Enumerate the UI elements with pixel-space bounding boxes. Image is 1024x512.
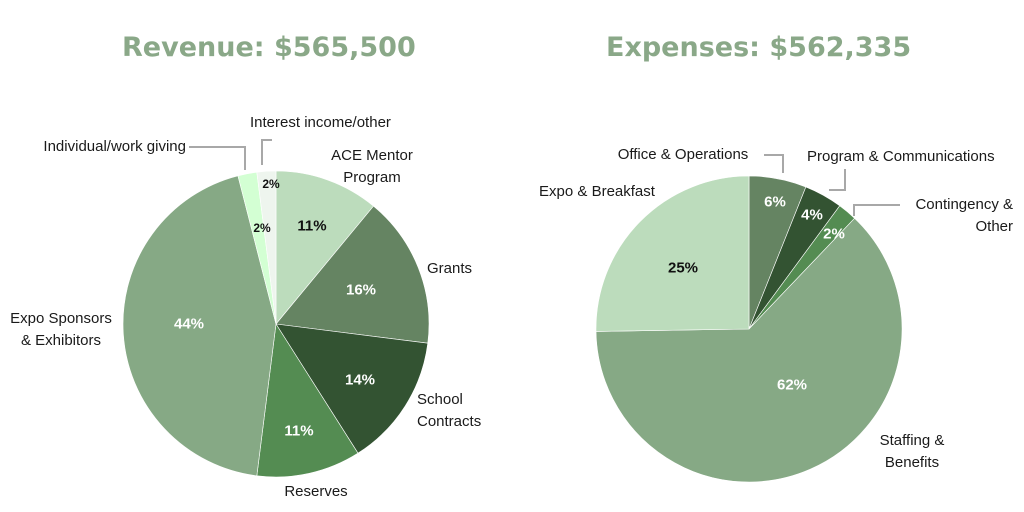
revenue-category-label-individual-work-giving: Individual/work giving	[43, 138, 186, 155]
expenses-category-label-office-and-operations: Office & Operations	[618, 146, 749, 163]
revenue-value-label-grants: 16%	[346, 282, 376, 299]
expenses-value-label-office-and-operations: 6%	[764, 194, 786, 211]
revenue-category-label-school-contracts: School Contracts	[417, 391, 481, 430]
expenses-category-label-contingency-and-other: Contingency & Other	[915, 196, 1013, 235]
revenue-value-label-reserves: 11%	[284, 423, 313, 440]
revenue-value-label-school-contracts: 14%	[345, 372, 375, 389]
revenue-value-label-interest-income-other: 2%	[262, 177, 280, 191]
revenue-category-label-grants: Grants	[427, 260, 472, 277]
revenue-value-label-ace-mentor-program: 11%	[297, 218, 326, 235]
expenses-value-label-expo-and-breakfast: 25%	[668, 260, 698, 277]
revenue-category-label-ace-mentor-program: ACE Mentor Program	[331, 147, 413, 186]
expenses-category-label-staffing-and-benefits: Staffing & Benefits	[880, 432, 945, 471]
expenses-value-label-contingency-and-other: 2%	[823, 226, 845, 243]
revenue-pie: 11% 16% 14% 11% 44% 2% 2% ACE Mentor Program Gran…	[10, 114, 481, 500]
revenue-slice-grants	[275, 205, 430, 344]
expenses-category-label-program-and-communications: Program & Communications	[807, 148, 995, 165]
revenue-slice-school-contracts	[275, 323, 429, 454]
revenue-slice-expo-sponsors-and-exhibitors	[122, 175, 277, 477]
revenue-chart-title: Revenue: $565,500	[122, 32, 416, 63]
expenses-category-label-expo-and-breakfast: Expo & Breakfast	[539, 183, 656, 200]
expenses-leader-program-and-communications	[829, 169, 846, 191]
expenses-value-label-program-and-communications: 4%	[801, 207, 823, 224]
revenue-slice-interest-income-other	[256, 170, 277, 325]
expenses-slice-expo-and-breakfast	[595, 175, 750, 332]
revenue-category-label-interest-income-other: Interest income/other	[250, 114, 391, 131]
revenue-value-label-individual-work-giving: 2%	[253, 221, 271, 235]
revenue-slice-reserves	[256, 323, 359, 478]
revenue-category-label-expo-sponsors-and-exhibitors: Expo Sponsors & Exhibitors	[10, 310, 112, 349]
expenses-leader-contingency-and-other	[853, 204, 900, 216]
expenses-slice-staffing-and-benefits	[595, 217, 903, 483]
revenue-value-label-expo-sponsors-and-exhibitors: 44%	[174, 316, 204, 333]
revenue-leader-interest-income-other	[261, 139, 272, 165]
expenses-chart-title: Expenses: $562,335	[606, 32, 912, 63]
revenue-leader-individual-work-giving	[189, 146, 246, 170]
revenue-category-label-reserves: Reserves	[284, 483, 347, 500]
expenses-value-label-staffing-and-benefits: 62%	[777, 377, 807, 394]
revenue-slice-ace-mentor-program	[275, 170, 374, 325]
expenses-pie: 6% 4%2% 62% 25% Office & Operations Program &…	[539, 146, 1013, 483]
expenses-leader-office-and-operations	[764, 154, 784, 173]
